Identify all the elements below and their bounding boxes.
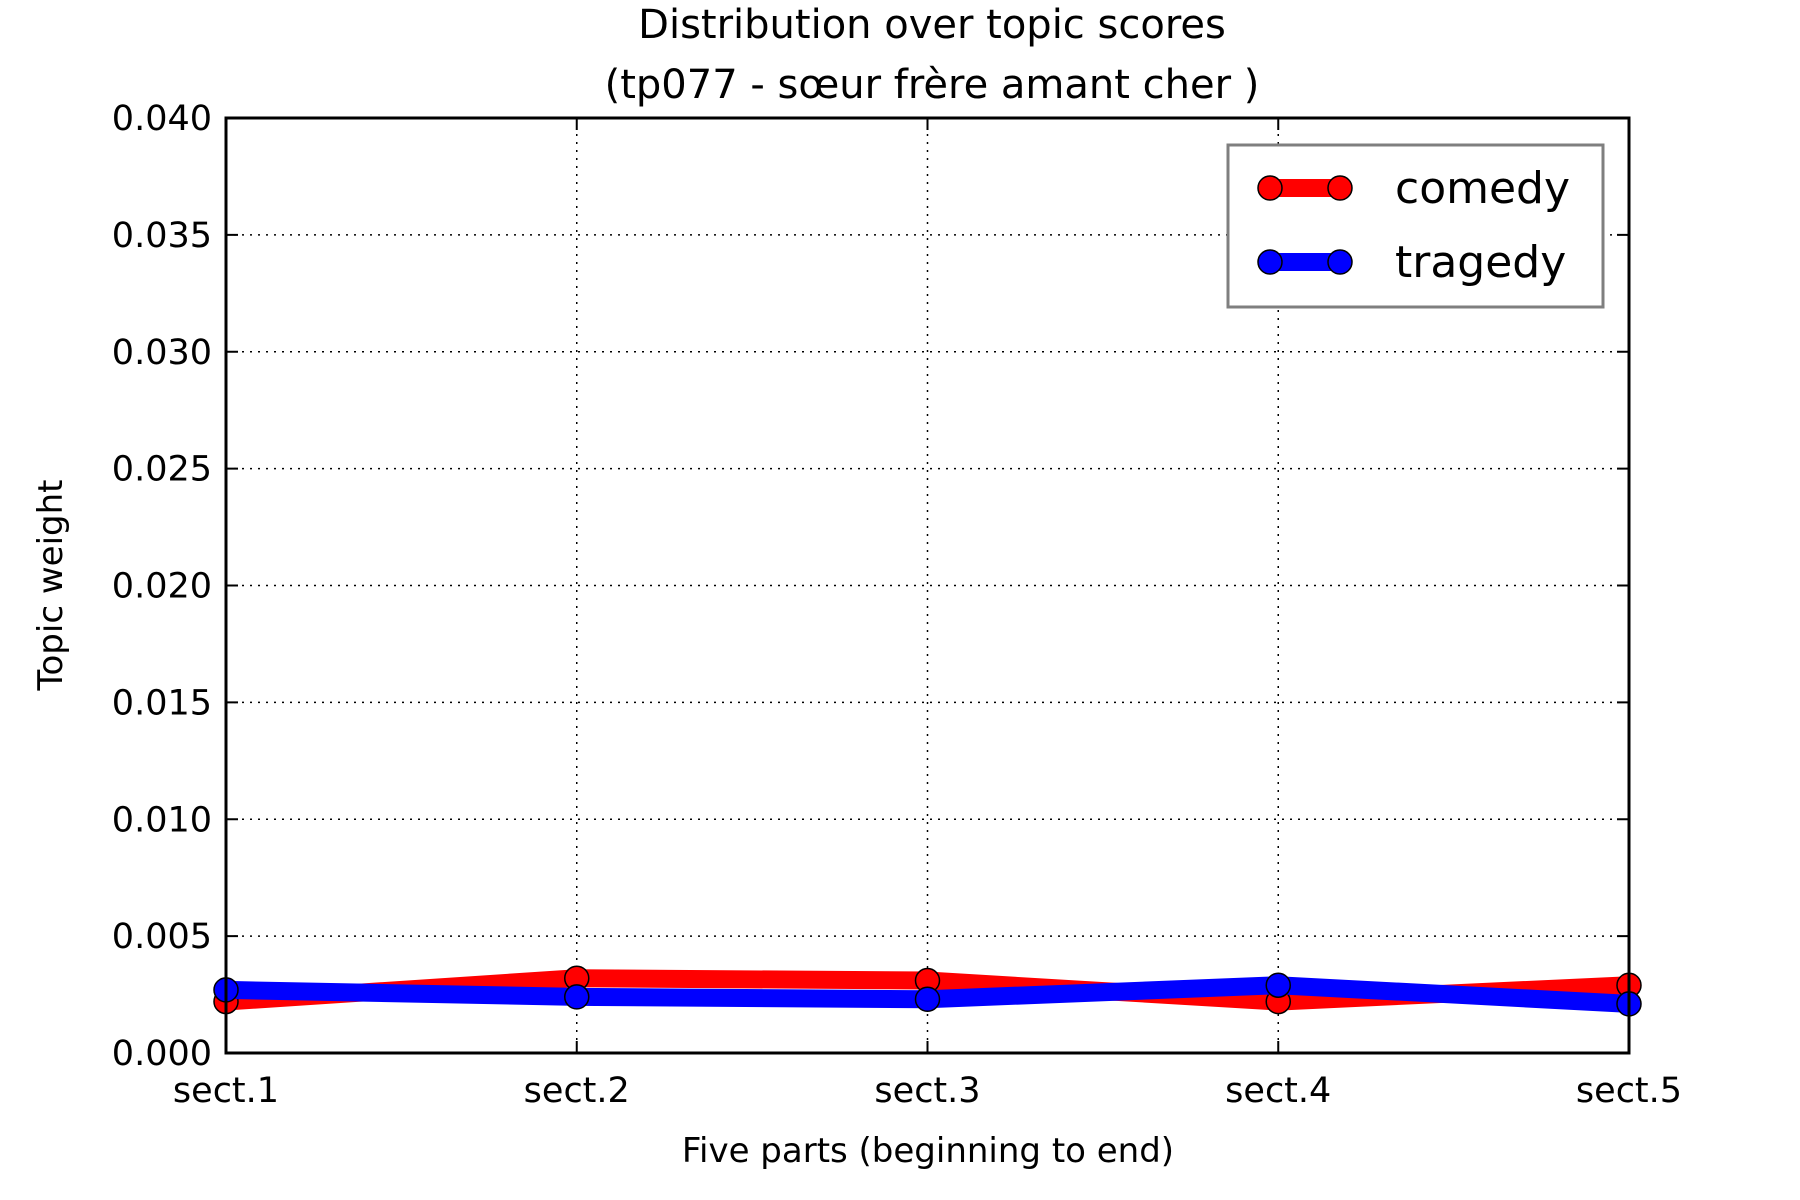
legend-marker xyxy=(1327,249,1353,275)
legend-label: comedy xyxy=(1395,163,1570,214)
x-axis-ticks: sect.1 sect.2 sect.3 sect.4 sect.5 xyxy=(173,118,1682,1111)
data-point-tragedy xyxy=(1265,972,1291,998)
y-tick-label: 0.030 xyxy=(112,333,212,373)
x-tick-label: sect.3 xyxy=(874,1071,980,1111)
chart-title-line-1: Distribution over topic scores xyxy=(638,2,1226,48)
legend: comedy tragedy xyxy=(1226,143,1605,309)
x-tick-label: sect.5 xyxy=(1576,1071,1682,1111)
chart-title-line-2: (tp077 - sœur frère amant cher ) xyxy=(605,62,1260,108)
data-point-tragedy xyxy=(564,984,590,1010)
legend-entry-comedy: comedy xyxy=(1257,163,1570,214)
y-tick-label: 0.000 xyxy=(112,1034,212,1074)
y-tick-label: 0.035 xyxy=(112,216,212,256)
y-axis-label: Topic weight xyxy=(31,480,71,692)
legend-marker xyxy=(1257,249,1283,275)
x-tick-label: sect.4 xyxy=(1225,1071,1331,1111)
y-tick-label: 0.040 xyxy=(112,99,212,139)
legend-label: tragedy xyxy=(1395,237,1566,288)
x-tick-label: sect.1 xyxy=(173,1071,279,1111)
x-axis-label: Five parts (beginning to end) xyxy=(682,1131,1174,1171)
legend-box xyxy=(1226,143,1605,309)
y-tick-label: 0.020 xyxy=(112,567,212,607)
y-axis-ticks: 0.000 0.005 0.010 0.015 0.020 0.025 0.030 0.035… xyxy=(112,99,1629,1074)
y-tick-label: 0.025 xyxy=(112,450,212,490)
legend-marker xyxy=(1257,175,1283,201)
y-tick-label: 0.010 xyxy=(112,800,212,840)
plot-series xyxy=(213,965,1642,1017)
x-tick-label: sect.2 xyxy=(524,1071,630,1111)
y-tick-label: 0.015 xyxy=(112,683,212,723)
y-tick-label: 0.005 xyxy=(112,917,212,957)
legend-marker xyxy=(1327,175,1353,201)
legend-entry-tragedy: tragedy xyxy=(1257,237,1566,288)
chart-title: Distribution over topic scores (tp077 - … xyxy=(605,2,1260,108)
data-point-tragedy xyxy=(914,986,941,1012)
